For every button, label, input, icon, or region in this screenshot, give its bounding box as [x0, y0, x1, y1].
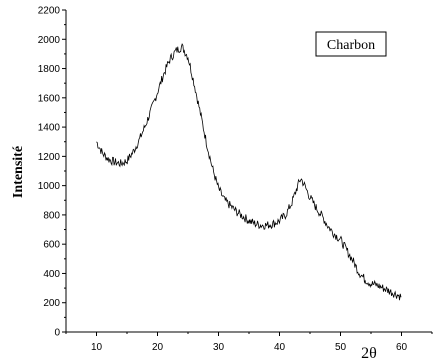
y-tick-label: 800 — [43, 210, 60, 221]
x-axis-label: 2θ — [361, 345, 377, 362]
x-tick-label: 60 — [396, 342, 408, 353]
x-tick-label: 40 — [274, 342, 286, 353]
x-tick-label: 30 — [213, 342, 225, 353]
y-tick-label: 400 — [43, 269, 60, 280]
y-axis-label: Intensité — [11, 146, 26, 198]
series-line-charbon — [96, 43, 402, 301]
y-tick-label: 0 — [54, 328, 60, 339]
legend: Charbon — [315, 31, 387, 57]
y-tick-label: 1400 — [38, 123, 61, 134]
series-group — [96, 43, 402, 301]
y-tick-label: 1600 — [38, 93, 61, 104]
x-tick-label: 20 — [152, 342, 164, 353]
y-tick-label: 200 — [43, 298, 60, 309]
legend-entry: Charbon — [327, 38, 375, 53]
y-tick-label: 1800 — [38, 64, 61, 75]
y-tick-label: 1200 — [38, 152, 61, 163]
y-tick-label: 1000 — [38, 181, 61, 192]
y-tick-label: 2000 — [38, 35, 61, 46]
x-tick-label: 50 — [335, 342, 347, 353]
legend-box — [315, 31, 387, 57]
y-tick-label: 600 — [43, 240, 60, 251]
x-tick-label: 10 — [91, 342, 103, 353]
ticks: 0 200 400 600 800 1000 1200 1400 1600 1800 2000 220… — [38, 6, 433, 353]
y-tick-label: 2200 — [38, 6, 61, 17]
